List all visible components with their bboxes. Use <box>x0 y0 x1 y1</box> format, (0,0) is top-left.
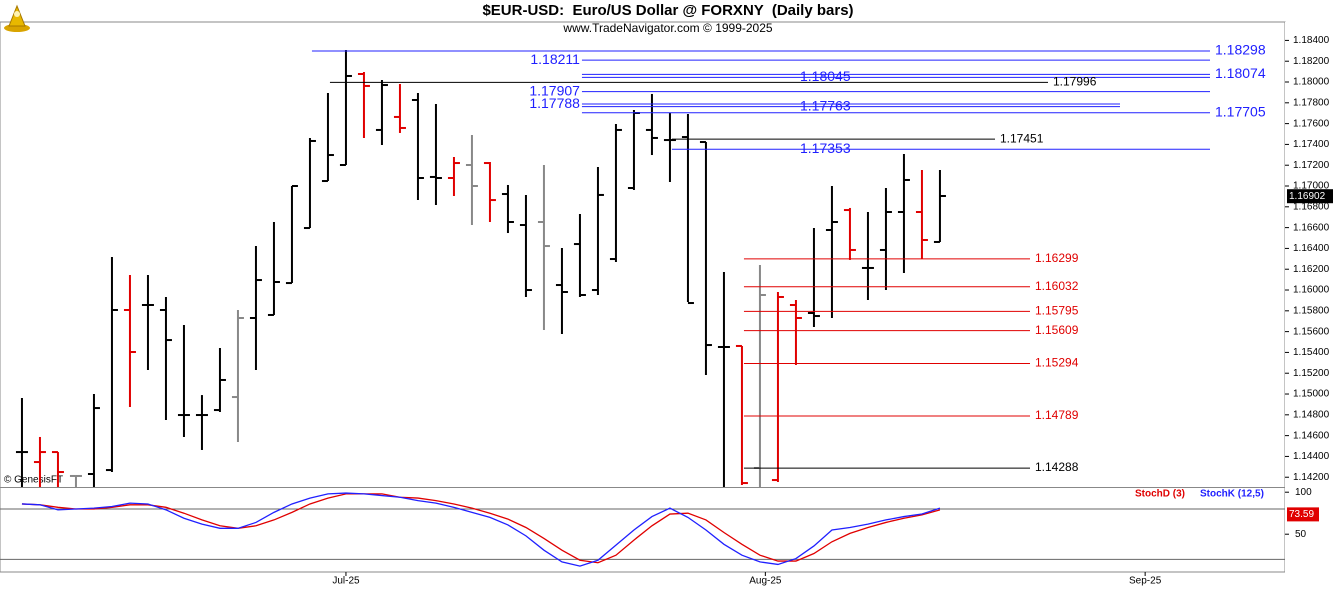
legend-entry: StochD (3) <box>1135 489 1185 500</box>
price-plot <box>15 49 946 487</box>
level-label: 1.18074 <box>1215 65 1266 81</box>
y-tick-label: 1.14800 <box>1293 409 1330 420</box>
last-value-box <box>1287 507 1319 522</box>
legend-entry: StochK (12,5) <box>1200 489 1264 500</box>
stoch-line <box>21 492 941 567</box>
y-tick-label: 1.14200 <box>1293 472 1330 483</box>
level-label: 1.17353 <box>800 140 851 156</box>
y-tick-label: 1.14400 <box>1293 451 1330 462</box>
level-label: 1.15795 <box>1035 304 1079 318</box>
x-tick-label: Aug-25 <box>749 576 782 587</box>
level-label: 1.15294 <box>1035 356 1079 370</box>
y-tick-label: 1.15400 <box>1293 347 1330 358</box>
last-price-box <box>1287 189 1333 204</box>
level-label: 1.17705 <box>1215 103 1266 119</box>
logo <box>4 4 30 32</box>
y-tick-label: 1.15800 <box>1293 305 1330 316</box>
y-tick-label: 1.16800 <box>1293 201 1330 212</box>
y-tick-label: 1.17400 <box>1293 139 1330 150</box>
y-tick-label: 1.15200 <box>1293 368 1330 379</box>
level-label: 1.16032 <box>1035 279 1079 293</box>
y-tick-label: 1.15600 <box>1293 326 1330 337</box>
level-label: 1.15609 <box>1035 323 1079 337</box>
level-label: 1.16299 <box>1035 251 1079 265</box>
y-tick-label: 100 <box>1295 487 1312 498</box>
last-price-label: 1.16902 <box>1289 191 1326 202</box>
level-label: 1.18298 <box>1215 42 1266 58</box>
level-label: 1.18045 <box>800 68 851 84</box>
y-tick-label: 1.14600 <box>1293 430 1330 441</box>
level-label: 1.14288 <box>1035 460 1079 474</box>
plot-frame <box>0 21 1286 573</box>
y-tick-label: 50 <box>1295 529 1307 540</box>
level-label: 1.17996 <box>1053 75 1097 89</box>
level-label: 1.14789 <box>1035 408 1079 422</box>
y-tick-label: 1.18200 <box>1293 56 1330 67</box>
right-axis <box>1285 22 1336 591</box>
y-tick-label: 1.18000 <box>1293 77 1330 88</box>
y-tick-label: 1.16600 <box>1293 222 1330 233</box>
y-tick-label: 1.18400 <box>1293 35 1330 46</box>
y-tick-label: 1.16200 <box>1293 264 1330 275</box>
level-label: 1.18211 <box>530 51 580 67</box>
y-tick-label: 1.17800 <box>1293 97 1330 108</box>
level-label: 1.17763 <box>800 97 851 113</box>
level-label: 1.17788 <box>529 95 580 111</box>
y-tick-label: 1.17200 <box>1293 160 1330 171</box>
y-tick-label: 1.16000 <box>1293 285 1330 296</box>
y-tick-label: 1.16400 <box>1293 243 1330 254</box>
y-tick-label: 1.15000 <box>1293 389 1330 400</box>
y-tick-label: 1.17600 <box>1293 118 1330 129</box>
x-tick-label: Sep-25 <box>1129 576 1162 587</box>
last-value-label: 73.59 <box>1289 509 1314 520</box>
chart-title: $EUR-USD: Euro/US Dollar @ FORXNY (Daily… <box>482 2 853 19</box>
y-tick-label: 1.17000 <box>1293 181 1330 192</box>
level-label: 1.17907 <box>529 82 580 98</box>
chart-subtitle: www.TradeNavigator.com © 1999-2025 <box>562 21 772 35</box>
level-label: 1.17451 <box>1000 131 1044 145</box>
copyright: © GenesisFT <box>4 475 63 486</box>
x-tick-label: Jul-25 <box>332 576 360 587</box>
